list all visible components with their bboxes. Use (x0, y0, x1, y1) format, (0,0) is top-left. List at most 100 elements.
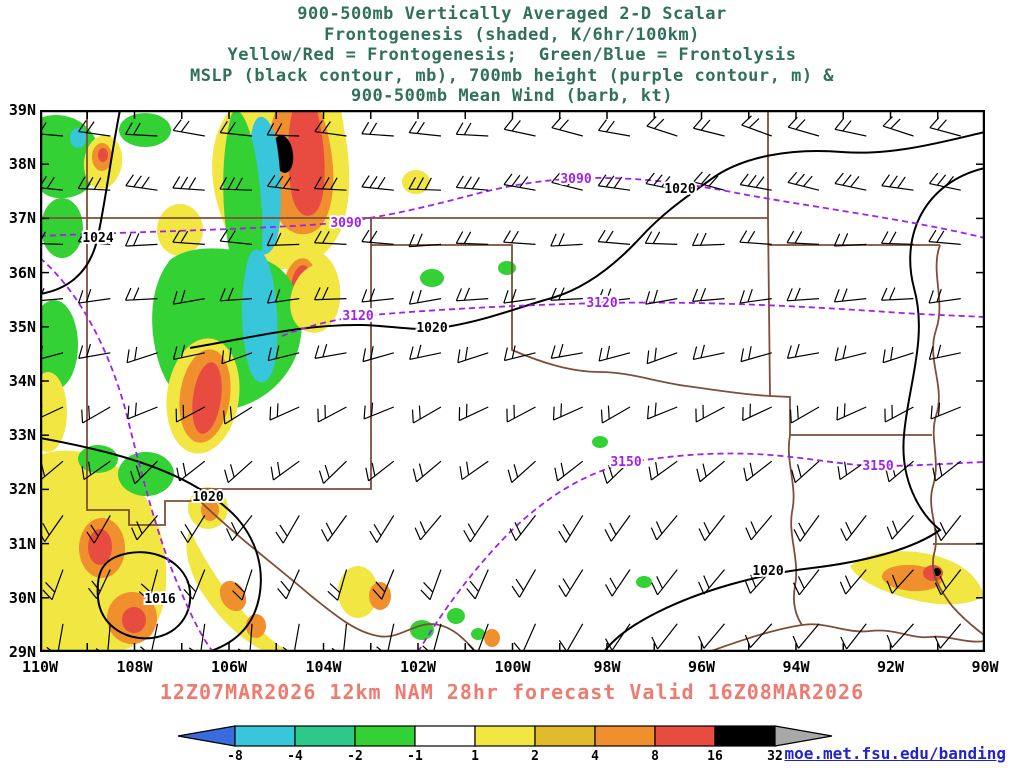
wind-barb (834, 118, 867, 137)
forecast-caption: 12Z07MAR2026 12km NAM 28hr forecast Vali… (159, 680, 865, 704)
wind-barb (314, 176, 347, 191)
colorbar-segment (234, 725, 296, 747)
wind-barb (183, 569, 206, 600)
wind-barb (833, 288, 867, 303)
shading-blob (447, 608, 465, 624)
wind-barb (219, 287, 253, 302)
wind-barb (125, 174, 158, 191)
colorbar-label: -1 (407, 749, 423, 764)
wind-barb (277, 569, 300, 600)
lon-tick-label: 96W (687, 658, 716, 676)
wind-barb (597, 229, 631, 245)
wind-barb (789, 405, 820, 424)
wind-barb (219, 229, 253, 245)
wind-barb (503, 289, 536, 304)
wind-barb (885, 460, 914, 483)
colorbar-right-arrow (774, 725, 833, 747)
lat-tick-label: 35N (8, 317, 36, 336)
shading-blob (420, 269, 444, 287)
wind-barb (644, 231, 678, 245)
wind-barb (645, 172, 678, 191)
wind-barb (745, 515, 773, 541)
map-frame-border (40, 110, 985, 652)
wind-barb (224, 460, 253, 484)
wind-barb (503, 118, 536, 137)
wind-barb (275, 515, 300, 544)
wind-barb (408, 177, 442, 191)
wind-barb (363, 402, 394, 420)
wind-barb (739, 289, 772, 304)
wind-barb (331, 623, 348, 652)
wind-barb (219, 177, 253, 191)
wind-barb (225, 515, 253, 541)
wind-barb (361, 175, 394, 191)
wind-barb (646, 116, 678, 137)
wind-barb (786, 287, 820, 302)
lat-tick-label: 36N (8, 263, 36, 282)
wind-barb (881, 174, 914, 191)
wind-barb (455, 175, 489, 191)
colorbar-label: -4 (287, 749, 303, 764)
wind-barb (124, 233, 158, 247)
wind-barb (222, 406, 253, 425)
lon-tick-label: 98W (593, 658, 621, 676)
wind-barb (602, 460, 631, 484)
wind-barb (172, 119, 205, 137)
height-contour (40, 177, 985, 239)
wind-barb (420, 569, 442, 601)
state-border-line (767, 217, 771, 397)
wind-barb (458, 403, 489, 422)
wind-barb (932, 460, 962, 482)
mslp-contour (96, 551, 192, 640)
site-link[interactable]: moe.met.fsu.edu/banding (784, 744, 1006, 763)
colorbar-segment (474, 725, 536, 747)
contour-label: 3150 (610, 455, 641, 470)
contour-label: 3150 (862, 459, 893, 474)
wind-barb (408, 233, 442, 248)
wind-barb (882, 116, 914, 137)
shading-blob (119, 113, 171, 147)
wind-barb (786, 343, 820, 359)
state-border-line (371, 244, 932, 436)
wind-barb (884, 404, 914, 423)
shading-blob (246, 614, 266, 638)
chart-title-line: Frontogenesis (shaded, K/6hr/100km) (324, 24, 700, 45)
wind-barb (127, 402, 158, 420)
wind-barb (313, 286, 347, 301)
wind-barb (558, 623, 584, 652)
shading-blob (592, 436, 608, 448)
wind-barb (929, 117, 961, 137)
lat-tick-label: 30N (8, 588, 36, 607)
colorbar-label: 2 (531, 749, 539, 764)
wind-barb (412, 460, 442, 483)
wind-barb (314, 120, 347, 137)
wind-barb (598, 119, 631, 137)
wind-barb (930, 402, 961, 420)
shading-blob (70, 128, 86, 148)
lon-tick-label: 110W (21, 658, 59, 676)
wind-barb (77, 229, 111, 245)
state-border-line (86, 110, 201, 526)
contour-label: 1016 (144, 592, 175, 607)
wind-barb (503, 345, 536, 362)
wind-barb (786, 230, 820, 245)
wind-barb (840, 623, 867, 650)
wind-barb (282, 623, 300, 652)
wind-barb (172, 344, 205, 361)
wind-barb (361, 229, 394, 245)
shading-blob (498, 261, 516, 275)
wind-barb (646, 402, 678, 420)
lat-tick-label: 29N (8, 643, 36, 661)
wind-barb (692, 117, 725, 137)
wind-barb (742, 403, 773, 422)
colorbar-label: -8 (227, 749, 243, 764)
wind-barb (928, 289, 961, 304)
shading-blob (636, 576, 652, 588)
lat-tick-label: 32N (8, 480, 36, 499)
wind-barb (511, 569, 537, 598)
wind-barb (928, 229, 961, 245)
wind-barb (466, 569, 489, 600)
mslp-contour (40, 437, 262, 652)
wind-barb (77, 289, 111, 304)
wind-barb (411, 405, 442, 424)
